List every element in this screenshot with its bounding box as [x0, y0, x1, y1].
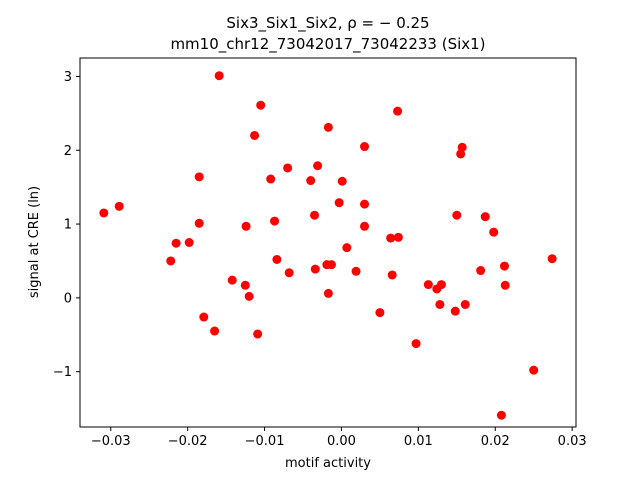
data-point: [210, 326, 220, 336]
data-point: [270, 216, 280, 226]
x-tick-label: 0.02: [481, 434, 510, 449]
x-tick-label: −0.01: [245, 434, 285, 449]
data-point: [360, 199, 370, 209]
data-point: [393, 106, 403, 116]
data-point: [310, 264, 320, 274]
data-point: [423, 280, 433, 290]
data-point: [351, 266, 361, 276]
data-point: [284, 268, 294, 278]
y-tick-label: −1: [53, 365, 72, 380]
data-point: [386, 233, 396, 243]
data-point: [337, 176, 347, 186]
chart-title-line2: mm10_chr12_73042017_73042233 (Six1): [170, 35, 485, 54]
x-tick-label: 0.01: [404, 434, 433, 449]
data-point: [496, 410, 506, 420]
y-tick-label: 1: [64, 218, 72, 233]
data-point: [310, 210, 320, 220]
data-point: [360, 221, 370, 231]
plot-frame: [79, 57, 577, 428]
data-point: [253, 329, 263, 339]
data-point: [99, 208, 109, 218]
data-point: [199, 312, 209, 322]
data-point: [184, 238, 194, 247]
data-point: [241, 221, 251, 231]
y-tick-label: 3: [64, 70, 72, 85]
data-point: [480, 212, 490, 222]
x-axis-label: motif activity: [285, 456, 371, 471]
x-tick-label: 0.03: [558, 434, 587, 449]
data-point: [283, 163, 293, 173]
x-tick-label: −0.03: [91, 434, 131, 449]
data-point: [375, 308, 385, 318]
chart-title-line1: Six3_Six1_Six2, ρ = − 0.25: [226, 14, 429, 33]
y-axis-label: signal at CRE (ln): [27, 186, 42, 298]
data-point: [450, 306, 460, 316]
data-point: [342, 243, 352, 253]
y-tick-label: 0: [64, 291, 72, 306]
points-layer: [99, 71, 557, 420]
data-point: [457, 142, 467, 152]
x-axis-ticks: −0.03 −0.02 −0.01 0.00 0.01 0.02 0.03: [91, 427, 587, 449]
data-point: [323, 288, 333, 298]
data-point: [227, 275, 237, 285]
data-point: [547, 254, 557, 264]
data-point: [194, 218, 204, 228]
data-point: [166, 256, 176, 266]
data-point: [272, 254, 282, 264]
y-axis-ticks: −1 0 1 2 3: [53, 70, 80, 380]
data-point: [460, 299, 470, 309]
data-point: [114, 201, 124, 211]
data-point: [334, 198, 344, 208]
data-point: [256, 100, 266, 110]
data-point: [411, 339, 421, 349]
data-point: [500, 280, 510, 290]
data-point: [435, 299, 445, 309]
data-point: [499, 261, 509, 271]
data-point: [266, 174, 276, 184]
data-point: [244, 291, 254, 301]
data-point: [489, 227, 499, 237]
data-point: [387, 270, 397, 280]
data-point: [436, 280, 446, 290]
data-point: [194, 172, 204, 182]
data-point: [452, 210, 462, 220]
data-point: [393, 232, 403, 242]
data-point: [326, 260, 336, 270]
data-point: [171, 238, 181, 248]
x-tick-label: −0.02: [168, 434, 208, 449]
data-point: [360, 142, 370, 152]
data-point: [306, 176, 316, 186]
data-point: [529, 365, 539, 375]
data-point: [214, 71, 224, 81]
data-point: [313, 161, 323, 171]
data-point: [323, 122, 333, 132]
data-point: [476, 266, 486, 276]
y-tick-label: 2: [64, 144, 72, 159]
x-tick-label: 0.00: [327, 434, 356, 449]
data-point: [250, 130, 260, 140]
data-point: [240, 280, 250, 290]
